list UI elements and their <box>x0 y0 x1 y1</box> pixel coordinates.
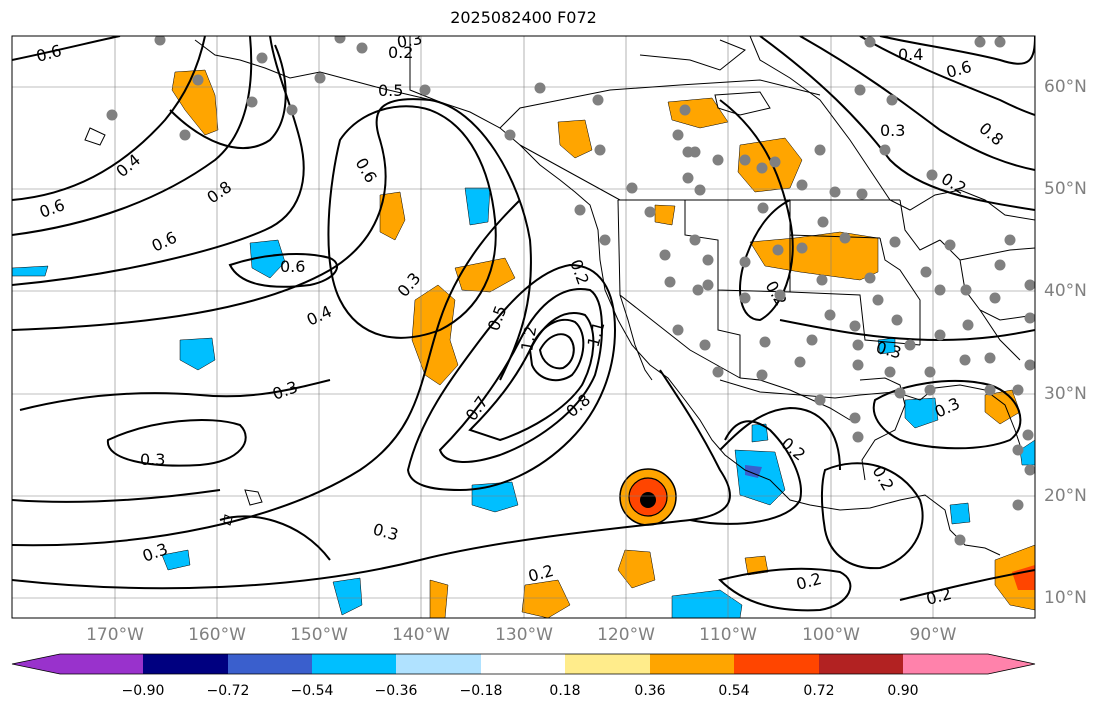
contour-lines <box>12 36 1035 612</box>
colorbar-segment <box>228 654 312 674</box>
positive-anomaly-region <box>379 191 406 241</box>
graticule <box>12 36 1035 618</box>
lat-label: 50°N <box>1044 179 1087 199</box>
positive-anomaly-region <box>521 579 571 618</box>
colorbar-segment <box>143 654 228 674</box>
positive-anomaly-region <box>617 549 656 589</box>
lon-label: 130°W <box>495 625 553 645</box>
colorbar-segment <box>565 654 650 674</box>
lat-label: 10°N <box>1044 588 1087 608</box>
contour-label: 0.6 <box>280 257 305 276</box>
lat-label: 40°N <box>1044 281 1087 301</box>
colorbar-tick-label: 0.72 <box>803 683 835 699</box>
lat-label: 30°N <box>1044 384 1087 404</box>
negative-anomaly-region <box>161 549 191 571</box>
colorbar-segment <box>481 654 565 674</box>
positive-anomaly-region <box>429 579 449 618</box>
negative-anomaly-region <box>332 577 363 616</box>
colorbar-segment <box>650 654 734 674</box>
colorbar-tick-label: 0.54 <box>718 683 750 699</box>
contour-label: 0.5 <box>378 81 403 100</box>
colorbar-tick-label: −0.36 <box>374 683 418 699</box>
colorbar-tick-label: −0.72 <box>206 683 250 699</box>
contour-label: 1.2 <box>517 324 540 352</box>
contour-label: 0.3 <box>880 121 905 140</box>
negative-anomaly-region <box>12 265 49 277</box>
coastlines-and-borders <box>84 36 1035 556</box>
lon-label: 140°W <box>392 625 450 645</box>
colorbar-tick-label: 0.18 <box>549 683 581 699</box>
shaded-anomaly-regions <box>12 69 1035 618</box>
lon-label: 160°W <box>188 625 246 645</box>
lon-label: 90°W <box>909 625 957 645</box>
lon-label: 110°W <box>699 625 757 645</box>
station-markers <box>106 36 1035 546</box>
lon-label: 150°W <box>290 625 348 645</box>
negative-anomaly-region <box>734 449 786 506</box>
map-frame <box>11 35 1036 619</box>
positive-anomaly-region <box>654 204 676 226</box>
lon-label: 120°W <box>597 625 655 645</box>
contour-label: 0.3 <box>395 29 423 52</box>
colorbar-segment <box>312 654 396 674</box>
positive-anomaly-region <box>744 555 769 576</box>
colorbar-segment <box>396 654 481 674</box>
colorbar-tick-label: −0.90 <box>121 683 165 699</box>
colorbar-tick-label: −0.54 <box>290 683 334 699</box>
contour-label: 0.2 <box>388 43 413 62</box>
lat-label: 60°N <box>1044 77 1087 97</box>
contour-label: 0.4 <box>898 45 923 64</box>
lon-label: 170°W <box>86 625 144 645</box>
colorbar-segment <box>819 654 903 674</box>
positive-anomaly-region <box>171 69 219 136</box>
colorbar-tick-label: 0.36 <box>634 683 666 699</box>
negative-anomaly-region <box>671 589 743 618</box>
colorbar-segment <box>903 654 1035 674</box>
negative-anomaly-region <box>904 397 939 429</box>
negative-anomaly-region <box>464 187 491 226</box>
colorbar-segment <box>734 654 819 674</box>
contour-label: 0.3 <box>140 450 165 469</box>
positive-anomaly-region <box>557 119 593 159</box>
positive-anomaly-region <box>737 137 803 193</box>
positive-anomaly-region <box>454 257 516 293</box>
negative-anomaly-region <box>249 239 286 279</box>
lon-label: 100°W <box>802 625 860 645</box>
negative-anomaly-region <box>949 502 971 525</box>
colorbar-tick-label: −0.18 <box>459 683 503 699</box>
lat-label: 20°N <box>1044 486 1087 506</box>
chart-title: 2025082400 F072 <box>450 8 597 27</box>
negative-anomaly-region <box>1019 439 1035 466</box>
colorbar-outline <box>11 653 1036 675</box>
colorbar-tick-label: 0.90 <box>887 683 919 699</box>
colorbar-segment <box>12 654 143 674</box>
negative-anomaly-region <box>179 337 216 371</box>
